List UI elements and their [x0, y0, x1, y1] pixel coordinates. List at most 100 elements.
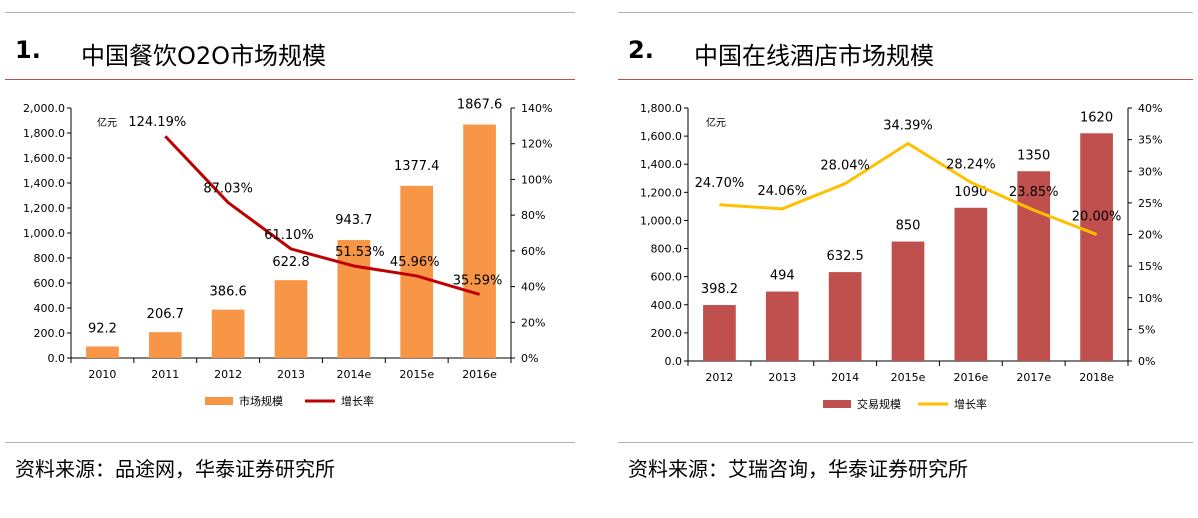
source-divider — [618, 442, 1193, 443]
bar-value-label: 1377.4 — [394, 159, 440, 174]
bar — [337, 240, 371, 358]
bar — [86, 346, 119, 358]
unit-label: 亿元 — [706, 116, 726, 129]
title-divider — [618, 79, 1193, 80]
y-tick-label-left: 0.0 — [665, 355, 683, 368]
x-tick-label: 2014 — [831, 371, 859, 384]
x-tick-label: 2012 — [705, 371, 733, 384]
chart-heading: 2. 中国在线酒店市场规模 — [618, 36, 1193, 76]
legend-line-label: 增长率 — [954, 397, 987, 411]
bar-value-label: 1620 — [1080, 110, 1113, 125]
bar — [463, 124, 496, 358]
bar — [828, 272, 862, 361]
bar-value-label: 386.6 — [210, 285, 247, 300]
line-value-label: 45.96% — [390, 255, 440, 270]
bar-value-label: 398.2 — [701, 282, 738, 297]
x-tick-label: 2012 — [214, 368, 242, 381]
source-note: 资料来源：艾瑞咨询，华泰证券研究所 — [628, 457, 968, 481]
y-tick-label-left: 800.0 — [34, 252, 66, 265]
y-tick-label-left: 600.0 — [34, 277, 66, 290]
line-value-label: 51.53% — [335, 245, 385, 260]
source-note: 资料来源：品途网，华泰证券研究所 — [15, 457, 335, 481]
bar-value-label: 494 — [770, 269, 795, 284]
y-tick-label-left: 2,000.0 — [23, 102, 65, 115]
y-tick-label-left: 400.0 — [651, 299, 683, 312]
legend-bar-label: 市场规模 — [239, 394, 283, 408]
line-value-label: 34.39% — [883, 118, 933, 133]
y-tick-label-right: 140% — [521, 102, 552, 115]
bar — [891, 241, 925, 361]
y-tick-label-left: 200.0 — [34, 327, 66, 340]
y-tick-label-left: 1,600.0 — [23, 152, 65, 165]
x-tick-label: 2013 — [768, 371, 796, 384]
line-value-label: 24.70% — [695, 176, 745, 191]
title-divider — [5, 79, 575, 80]
bar — [765, 291, 799, 361]
chart-panel-2: 2. 中国在线酒店市场规模 0.0 200.0 400.0 600.0 800.0 1,0… — [618, 0, 1193, 518]
unit-label: 亿元 — [97, 116, 117, 129]
y-tick-label-right: 35% — [1138, 134, 1162, 147]
bar-value-label: 1090 — [954, 185, 987, 200]
legend-bar-label: 交易规模 — [857, 397, 901, 411]
line-value-label: 23.85% — [1009, 185, 1059, 200]
line-value-label: 87.03% — [203, 182, 253, 197]
line-value-label: 35.59% — [453, 273, 503, 288]
y-tick-label-right: 5% — [1138, 323, 1155, 336]
y-tick-label-right: 0% — [1138, 355, 1155, 368]
chart-title: 中国餐饮O2O市场规模 — [81, 42, 327, 70]
y-tick-label-right: 120% — [521, 138, 552, 151]
y-tick-label-left: 200.0 — [651, 327, 683, 340]
x-tick-label: 2016e — [953, 371, 988, 384]
bar-value-label: 206.7 — [147, 307, 184, 322]
line-value-label: 28.04% — [820, 159, 870, 174]
y-tick-label-left: 600.0 — [651, 271, 683, 284]
y-tick-label-right: 15% — [1138, 260, 1162, 273]
y-tick-label-right: 80% — [521, 209, 545, 222]
x-tick-label: 2015e — [891, 371, 926, 384]
x-tick-label: 2010 — [88, 368, 116, 381]
bar-value-label: 943.7 — [335, 213, 372, 228]
growth-rate-line — [164, 135, 480, 296]
bar-value-label: 92.2 — [88, 321, 117, 336]
x-tick-label: 2013 — [277, 368, 305, 381]
bar — [954, 207, 988, 361]
y-tick-label-left: 1,000.0 — [640, 214, 682, 227]
y-tick-label-right: 10% — [1138, 292, 1162, 305]
line-value-label: 24.06% — [757, 184, 807, 199]
x-tick-label: 2011 — [151, 368, 179, 381]
x-tick-label: 2014e — [336, 368, 371, 381]
x-tick-label: 2016e — [462, 368, 497, 381]
line-value-label: 20.00% — [1072, 210, 1122, 225]
line-value-label: 61.10% — [264, 228, 314, 243]
y-tick-label-left: 1,000.0 — [23, 227, 65, 240]
x-tick-label: 2018e — [1079, 371, 1114, 384]
chart-panel-1: 1. 中国餐饮O2O市场规模 0.0 200.0 400.0 600.0 800.0 1,… — [5, 0, 575, 518]
y-tick-label-left: 400.0 — [34, 302, 66, 315]
y-tick-label-left: 1,200.0 — [640, 186, 682, 199]
chart-title: 中国在线酒店市场规模 — [694, 42, 934, 70]
bar — [211, 309, 245, 358]
y-tick-label-left: 1,800.0 — [23, 127, 65, 140]
line-value-label: 124.19% — [128, 115, 186, 130]
top-divider — [618, 12, 1193, 13]
y-tick-label-right: 25% — [1138, 197, 1162, 210]
bar — [703, 305, 736, 361]
chart-number: 1. — [15, 36, 41, 64]
y-tick-label-left: 1,800.0 — [640, 102, 682, 115]
bar — [274, 280, 308, 358]
legend-line-label: 增长率 — [341, 394, 374, 408]
x-tick-label: 2017e — [1016, 371, 1051, 384]
y-tick-label-right: 30% — [1138, 165, 1162, 178]
y-tick-label-right: 40% — [1138, 102, 1162, 115]
y-tick-label-right: 100% — [521, 173, 552, 186]
bar — [1080, 133, 1113, 361]
bar-value-label: 622.8 — [272, 255, 309, 270]
y-tick-label-right: 60% — [521, 245, 545, 258]
growth-rate-line — [719, 141, 1098, 236]
chart-number: 2. — [628, 36, 654, 64]
y-tick-label-right: 0% — [521, 352, 538, 365]
line-value-label: 28.24% — [946, 157, 996, 172]
y-tick-label-left: 1,400.0 — [640, 158, 682, 171]
legend-bar-swatch — [823, 400, 851, 408]
y-tick-label-left: 800.0 — [651, 243, 683, 256]
